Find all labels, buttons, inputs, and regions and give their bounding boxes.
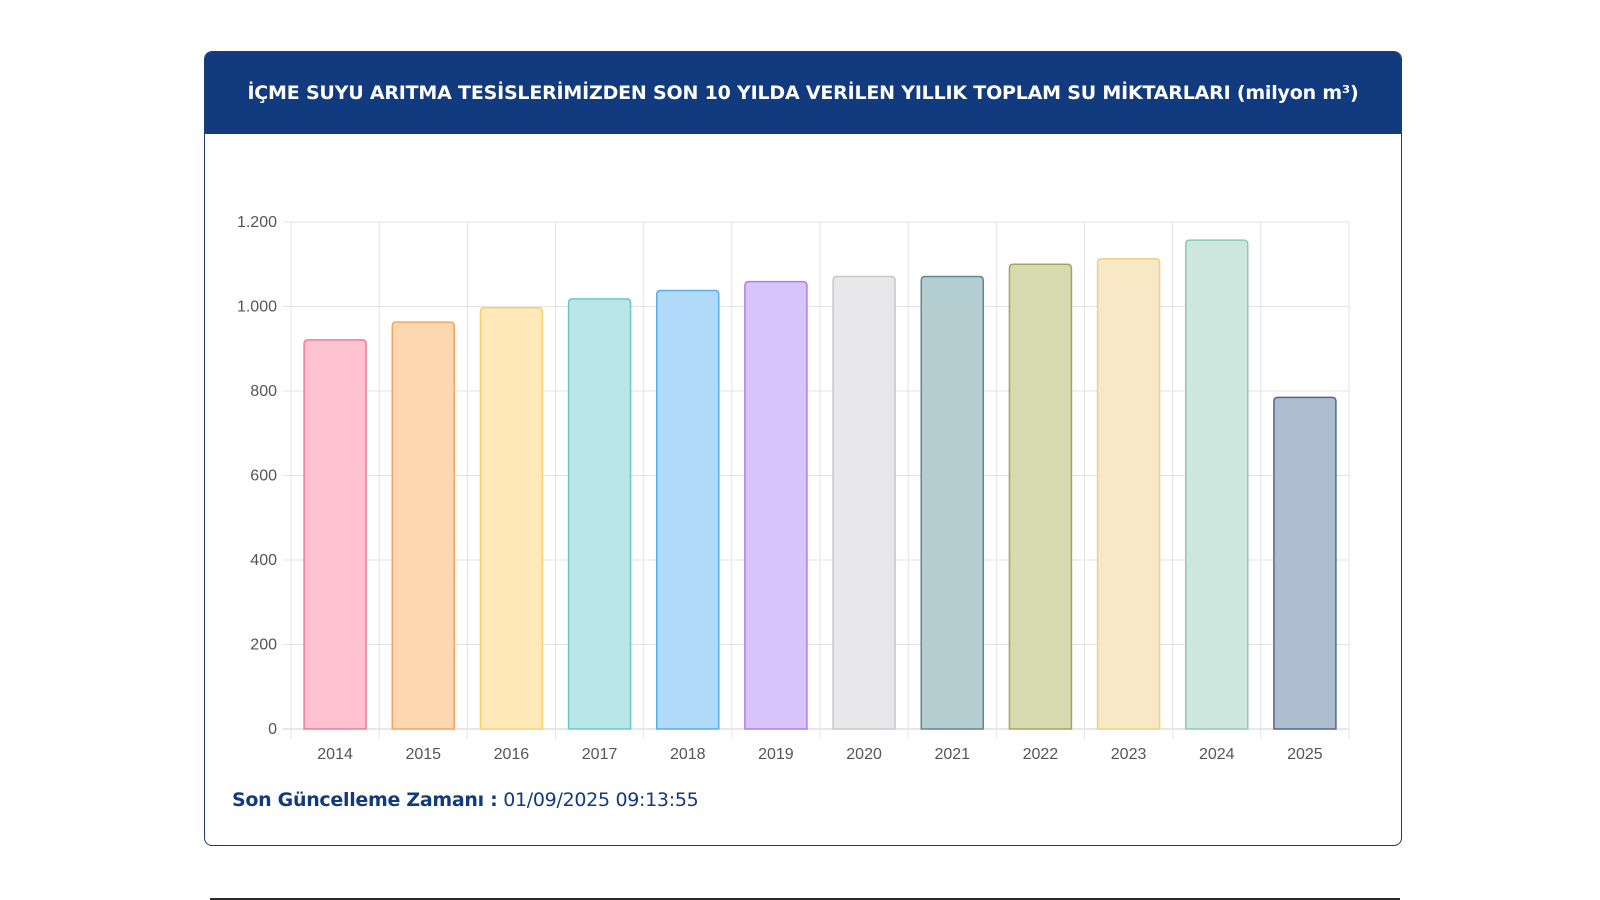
bar-2015	[391, 321, 455, 730]
x-tick-label: 2016	[494, 746, 530, 763]
y-tick-label: 0	[268, 721, 277, 738]
y-tick-label: 600	[250, 468, 277, 485]
bar-2016	[479, 307, 544, 730]
bar-chart: 0 200 400 600 800 1.000 1.200 2014 2015 2016 2017 2…	[237, 214, 1350, 763]
bar-2019	[744, 280, 808, 730]
bar-2018	[656, 289, 720, 730]
x-tick-label: 2024	[1199, 746, 1235, 763]
x-tick-label: 2023	[1111, 746, 1147, 763]
bar-2025	[1273, 396, 1337, 730]
y-tick-label: 400	[250, 552, 277, 569]
y-tick-label: 200	[250, 637, 277, 654]
chart-area: 0 200 400 600 800 1.000 1.200 2014 2015 2016 2017 2…	[205, 134, 1401, 774]
y-tick-label: 1.200	[237, 214, 277, 231]
bar-2021	[920, 275, 984, 730]
x-tick-label: 2018	[670, 746, 706, 763]
bar-2022	[1008, 263, 1073, 730]
last-updated: Son Güncelleme Zamanı : 01/09/2025 09:13…	[232, 789, 699, 811]
next-section-divider	[210, 898, 1400, 900]
x-tick-label: 2017	[582, 746, 618, 763]
chart-card: İÇME SUYU ARITMA TESİSLERİMİZDEN SON 10 …	[204, 51, 1402, 846]
bar-2014	[303, 339, 367, 730]
last-updated-value: 01/09/2025 09:13:55	[503, 789, 699, 811]
chart-title: İÇME SUYU ARITMA TESİSLERİMİZDEN SON 10 …	[205, 52, 1401, 134]
y-tick-label: 800	[250, 383, 277, 400]
x-tick-label: 2015	[405, 746, 441, 763]
bar-2017	[567, 298, 632, 730]
x-tick-label: 2021	[934, 746, 970, 763]
last-updated-label: Son Güncelleme Zamanı :	[232, 789, 498, 811]
x-tick-label: 2020	[846, 746, 882, 763]
x-tick-label: 2019	[758, 746, 794, 763]
bar-2020	[832, 275, 896, 730]
x-tick-label: 2025	[1287, 746, 1323, 763]
y-tick-label: 1.000	[237, 299, 277, 316]
bar-2024	[1185, 239, 1249, 730]
x-tick-label: 2022	[1023, 746, 1059, 763]
x-tick-label: 2014	[317, 746, 353, 763]
bar-2023	[1096, 258, 1161, 730]
